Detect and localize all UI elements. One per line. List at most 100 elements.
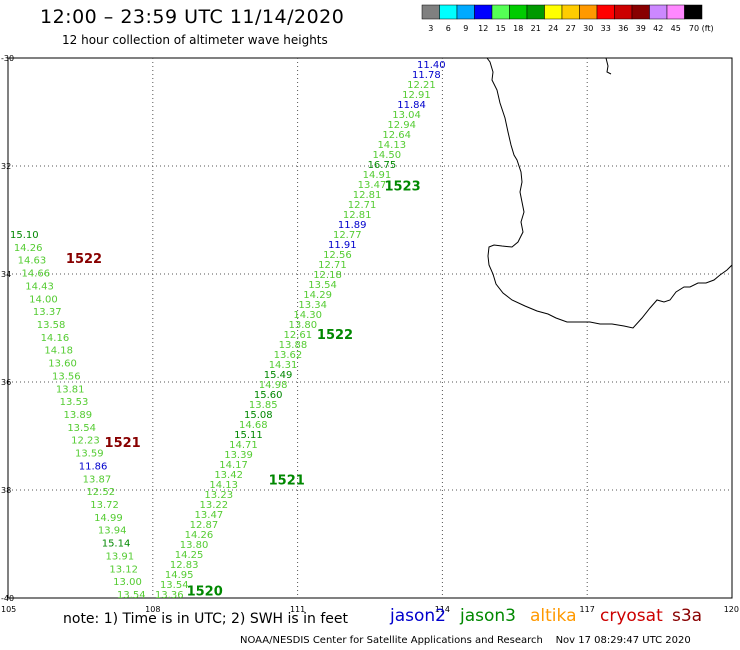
wave-height-value: 13.80 [180, 540, 209, 551]
legend-label: 18 [513, 24, 523, 33]
wave-height-value: 14.18 [44, 346, 73, 357]
satellite-jason3: jason3 [460, 606, 516, 626]
wave-height-value: 13.47 [195, 510, 224, 521]
wave-height-value: 15.08 [244, 410, 273, 421]
legend-label: 15 [496, 24, 506, 33]
satellite-jason2: jason2 [390, 606, 446, 626]
lat-tick-label: 32 [1, 162, 11, 171]
legend-label: 39 [636, 24, 646, 33]
wave-height-value: 15.11 [234, 430, 263, 441]
wave-height-value: 12.83 [170, 560, 199, 571]
wave-height-value: 15.60 [254, 390, 283, 401]
pass-time-label: 1521 [105, 436, 141, 451]
coastline [486, 57, 733, 329]
wave-height-value: 13.81 [56, 384, 85, 395]
pass-time-label: 1522 [66, 252, 102, 267]
legend-label: 9 [463, 24, 468, 33]
island-outline [605, 57, 612, 75]
wave-height-value: 12.71 [318, 260, 347, 271]
legend-label: 21 [531, 24, 541, 33]
wave-height-value: 13.85 [249, 400, 278, 411]
legend-swatch [421, 4, 440, 20]
wave-height-value: 13.88 [279, 340, 308, 351]
wave-height-value: 14.71 [229, 440, 258, 451]
legend-label: 27 [566, 24, 576, 33]
wave-height-value: 13.56 [52, 371, 81, 382]
wave-height-value: 14.63 [18, 256, 47, 267]
wave-height-value: 13.58 [37, 320, 66, 331]
wave-height-value: 14.98 [259, 380, 288, 391]
legend-swatch [596, 4, 615, 20]
wave-height-value: 11.78 [412, 70, 441, 81]
satellite-cryosat: cryosat [600, 606, 663, 626]
wave-height-value: 13.47 [358, 180, 387, 191]
legend-label: 36 [618, 24, 628, 33]
wave-height-value: 13.04 [392, 110, 421, 121]
wave-height-value: 12.77 [333, 230, 362, 241]
wave-height-value: 14.26 [14, 243, 43, 254]
legend-swatch [474, 4, 493, 20]
wave-height-value: 13.60 [48, 359, 77, 370]
coastline-path [486, 57, 733, 329]
wave-height-value: 14.30 [293, 310, 322, 321]
page-subtitle: 12 hour collection of altimeter wave hei… [62, 33, 328, 47]
legend-swatch [579, 4, 598, 20]
wave-height-value: 14.99 [94, 513, 123, 524]
wave-height-value: 14.13 [209, 480, 238, 491]
lat-tick-label: 36 [1, 378, 11, 387]
wave-height-value: 13.39 [224, 450, 253, 461]
wave-height-value: 13.87 [83, 474, 112, 485]
wave-height-value: 13.00 [113, 577, 142, 588]
legend-swatch [456, 4, 475, 20]
pass-time-label: 1522 [317, 328, 353, 343]
wave-height-value: 12.56 [323, 250, 352, 261]
wave-height-value: 11.91 [328, 240, 357, 251]
legend-swatch [649, 4, 668, 20]
legend-label: 42 [653, 24, 663, 33]
wave-height-value: 12.23 [71, 436, 100, 447]
wave-height-value: 12.71 [348, 200, 377, 211]
wave-height-value: 14.91 [363, 170, 392, 181]
legend-label: 24 [548, 24, 558, 33]
wave-height-value: 13.12 [109, 564, 138, 575]
wave-height-value: 13.80 [288, 320, 317, 331]
credit-text: NOAA/NESDIS Center for Satellite Applica… [240, 635, 543, 646]
legend-label: 33 [601, 24, 611, 33]
legend-label: 45 [671, 24, 681, 33]
footer-credit: NOAA/NESDIS Center for Satellite Applica… [240, 635, 691, 646]
legend-swatch [684, 4, 703, 20]
wave-height-value: 13.62 [274, 350, 303, 361]
satellite-altika: altika [530, 606, 577, 626]
pass-time-label: 1523 [384, 179, 420, 194]
legend-label: 6 [446, 24, 451, 33]
wave-height-value: 14.95 [165, 570, 194, 581]
wave-height-value: 13.91 [106, 551, 135, 562]
legend-label: 70 (ft) [689, 24, 714, 33]
legend-swatch [666, 4, 685, 20]
wave-height-value: 12.81 [343, 210, 372, 221]
wave-height-value: 13.54 [308, 280, 337, 291]
pass-time-label: 1521 [269, 474, 305, 489]
axis-ticks: -30 32 34 36 38 -40 105 108 111 114 117 120 [1, 54, 739, 614]
wave-height-value: 14.31 [269, 360, 298, 371]
wave-height-value: 13.22 [199, 500, 228, 511]
wave-height-value: 14.16 [41, 333, 70, 344]
page-title: 12:00 – 23:59 UTC 11/14/2020 [40, 6, 345, 28]
lat-tick-label: 38 [1, 486, 11, 495]
legend-label: 3 [428, 24, 433, 33]
wave-height-value: 15.10 [10, 230, 39, 241]
color-legend: 3 6 9 12 15 18 21 24 27 30 33 36 39 42 45 70 (ft) [421, 4, 714, 33]
wave-height-value: 13.53 [60, 397, 89, 408]
wave-height-value: 12.21 [407, 80, 436, 91]
wave-height-value: 12.81 [353, 190, 382, 201]
lon-tick-label: 117 [580, 605, 595, 614]
wave-height-value: 13.59 [75, 449, 104, 460]
wave-height-value: 12.64 [382, 130, 411, 141]
wave-height-value: 13.54 [67, 423, 96, 434]
legend-swatch [509, 4, 528, 20]
wave-height-value: 12.52 [86, 487, 115, 498]
pass-time-label: 1520 [187, 584, 223, 599]
wave-height-value: 13.23 [204, 490, 233, 501]
wave-height-value: 11.89 [338, 220, 367, 231]
